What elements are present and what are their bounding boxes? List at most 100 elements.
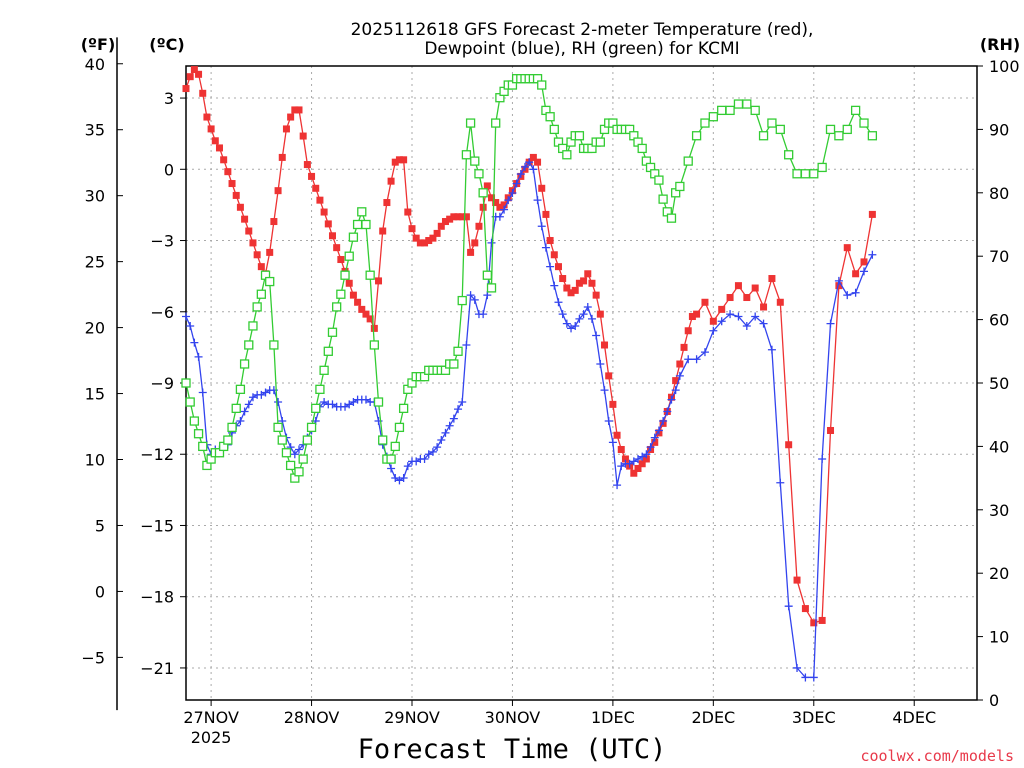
temperature-point xyxy=(488,194,496,202)
temperature-point xyxy=(726,294,734,302)
rh-point xyxy=(239,359,250,369)
rh-tick-label: 20 xyxy=(989,564,1009,583)
rh-point xyxy=(733,99,744,109)
rh-point xyxy=(332,302,342,312)
temperature-point xyxy=(274,187,282,195)
dewpoint-point xyxy=(345,400,354,409)
dewpoint-point xyxy=(261,388,270,397)
dewpoint-point xyxy=(826,319,835,328)
temperature-point xyxy=(446,215,454,223)
rh-point xyxy=(675,181,685,192)
dewpoint-point xyxy=(295,445,303,454)
dewpoint-point xyxy=(525,158,534,167)
temperature-point xyxy=(676,360,684,368)
dewpoint-point xyxy=(512,179,521,188)
dewpoint-point xyxy=(629,457,638,466)
rh-point xyxy=(294,467,304,477)
rh-point xyxy=(311,403,321,414)
temperature-point xyxy=(278,153,286,161)
dewpoint-point xyxy=(767,345,776,354)
temperature-point xyxy=(412,234,420,242)
temperature-point xyxy=(312,184,320,192)
celsius-tick-label: −9 xyxy=(150,374,174,393)
temperature-point xyxy=(228,180,236,188)
dewpoint-point xyxy=(257,390,266,399)
dewpoint-point xyxy=(403,462,412,471)
rh-point xyxy=(348,232,359,242)
rh-point xyxy=(361,219,371,230)
dewpoint-point xyxy=(437,435,446,444)
temperature-point xyxy=(337,256,345,264)
dewpoint-point xyxy=(236,416,245,425)
fahrenheit-tick-label: 30 xyxy=(85,187,105,206)
dewpoint-point xyxy=(420,454,429,463)
temperature-point xyxy=(421,239,429,247)
temperature-point xyxy=(303,161,311,169)
dewpoint-point xyxy=(617,462,626,471)
temperature-point xyxy=(827,426,835,434)
temperature-point xyxy=(220,156,228,164)
rh-point xyxy=(273,422,283,433)
temperature-point xyxy=(366,315,374,323)
temperature-point xyxy=(236,203,244,211)
temperature-point xyxy=(370,324,378,332)
dewpoint-point xyxy=(240,407,249,416)
temperature-point xyxy=(550,251,558,259)
dewpoint-point xyxy=(742,322,751,331)
temperature-point xyxy=(270,218,278,226)
rh-point xyxy=(658,194,668,204)
temperature-point xyxy=(785,441,793,449)
x-tick-label: 2DEC xyxy=(691,708,735,727)
temperature-point xyxy=(642,455,650,463)
temperature-point xyxy=(433,229,441,237)
rh-point xyxy=(390,441,400,452)
dewpoint-point xyxy=(445,421,454,430)
temperature-point xyxy=(458,213,466,221)
temperature-point xyxy=(328,232,336,240)
gridlines xyxy=(186,66,977,700)
temperature-point xyxy=(571,286,579,294)
temperature-point xyxy=(843,244,851,252)
rh-point xyxy=(373,397,384,407)
dewpoint-point xyxy=(361,395,370,404)
dewpoint-point xyxy=(248,393,257,402)
dewpoint-point xyxy=(784,602,793,611)
temperature-point xyxy=(182,85,190,93)
rh-point xyxy=(637,143,647,154)
fahrenheit-tick-label: −5 xyxy=(81,648,105,667)
dewpoint-point xyxy=(462,341,471,350)
dewpoint-point xyxy=(541,243,550,252)
temperature-point xyxy=(584,270,592,278)
temperature-point xyxy=(471,239,479,247)
fahrenheit-tick-label: 15 xyxy=(85,385,105,404)
rh-point xyxy=(277,435,287,445)
rh-point xyxy=(800,169,811,179)
celsius-tick-label: −18 xyxy=(140,588,174,607)
temperature-point xyxy=(232,191,240,199)
temperature-point xyxy=(245,227,253,235)
temperature-point xyxy=(852,270,860,278)
dewpoint-point xyxy=(470,295,479,304)
temperature-point xyxy=(688,313,696,321)
dewpoint-point xyxy=(751,312,760,321)
dewpoint-point xyxy=(646,443,655,452)
temperature-point xyxy=(810,619,818,627)
fahrenheit-tick-label: 25 xyxy=(85,253,105,272)
temperature-point xyxy=(751,284,759,292)
rh-point xyxy=(248,321,258,331)
temperature-point xyxy=(186,73,194,81)
rh-point xyxy=(767,118,777,128)
temperature-point xyxy=(316,196,324,204)
temperature-point xyxy=(199,89,207,97)
dewpoint-point xyxy=(487,238,496,247)
rh-point xyxy=(478,188,488,198)
temperature-point xyxy=(596,310,604,318)
temperature-point xyxy=(383,199,391,207)
dewpoint-point xyxy=(521,162,529,171)
rh-point xyxy=(817,162,827,173)
dewpoint-point xyxy=(328,400,337,409)
dewpoint-point xyxy=(433,443,442,452)
x-tick-label: 27NOV xyxy=(183,708,239,727)
temperature-point xyxy=(404,208,412,216)
